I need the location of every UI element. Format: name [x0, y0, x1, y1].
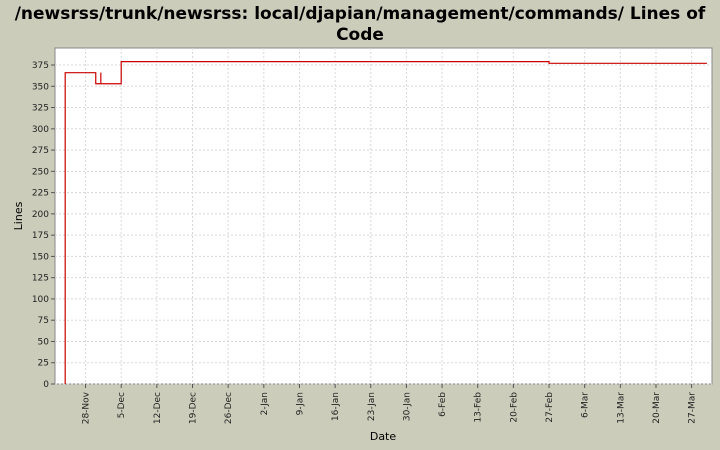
plot-area [54, 47, 713, 385]
x-tick-label: 6-Feb [438, 392, 448, 417]
x-tick-label: 9-Jan [295, 392, 305, 415]
x-tick-label: 26-Dec [224, 392, 234, 424]
y-tick-label: 100 [32, 295, 49, 305]
x-tick-label: 28-Nov [82, 391, 92, 424]
x-tick-label: 2-Jan [260, 392, 270, 415]
axis-layer: 0 25 50 75 100 125 150 175 200 225 250 275 300 325 350… [32, 61, 698, 424]
series-line [64, 61, 707, 384]
x-tick-label: 27-Mar [688, 392, 698, 424]
chart-title-line-1: /newsrss/trunk/newsrss: local/djapian/ma… [15, 4, 706, 24]
y-tick-label: 175 [32, 231, 49, 241]
y-tick-label: 25 [38, 359, 49, 369]
x-tick-label: 5-Dec [117, 392, 127, 418]
x-tick-label: 27-Feb [545, 392, 555, 423]
x-tick-label: 20-Feb [509, 392, 519, 423]
y-tick-label: 200 [32, 210, 49, 220]
y-tick-label: 0 [43, 380, 49, 390]
y-tick-label: 75 [38, 316, 49, 326]
y-tick-label: 50 [38, 337, 50, 347]
x-tick-label: 19-Dec [189, 392, 199, 424]
y-tick-label: 150 [32, 252, 49, 262]
y-tick-label: 325 [32, 104, 49, 114]
x-tick-label: 13-Mar [616, 392, 626, 424]
x-tick-label: 23-Jan [367, 392, 377, 421]
y-axis-label: Lines [12, 201, 25, 230]
y-tick-label: 300 [32, 125, 49, 135]
y-tick-label: 350 [32, 82, 49, 92]
series-layer [64, 61, 707, 384]
x-axis-label: Date [370, 430, 397, 443]
x-tick-label: 13-Feb [474, 392, 484, 423]
x-tick-label: 16-Jan [331, 392, 341, 421]
y-tick-label: 275 [32, 146, 49, 156]
y-tick-label: 375 [32, 61, 49, 71]
x-tick-label: 6-Mar [581, 392, 591, 418]
x-tick-label: 20-Mar [652, 392, 662, 424]
x-tick-label: 12-Dec [153, 392, 163, 424]
x-tick-label: 30-Jan [402, 392, 412, 421]
chart-title-line-2: Code [336, 25, 384, 45]
y-tick-label: 125 [32, 274, 49, 284]
y-tick-label: 225 [32, 189, 49, 199]
y-tick-label: 250 [32, 167, 49, 177]
grid-layer [55, 48, 712, 385]
